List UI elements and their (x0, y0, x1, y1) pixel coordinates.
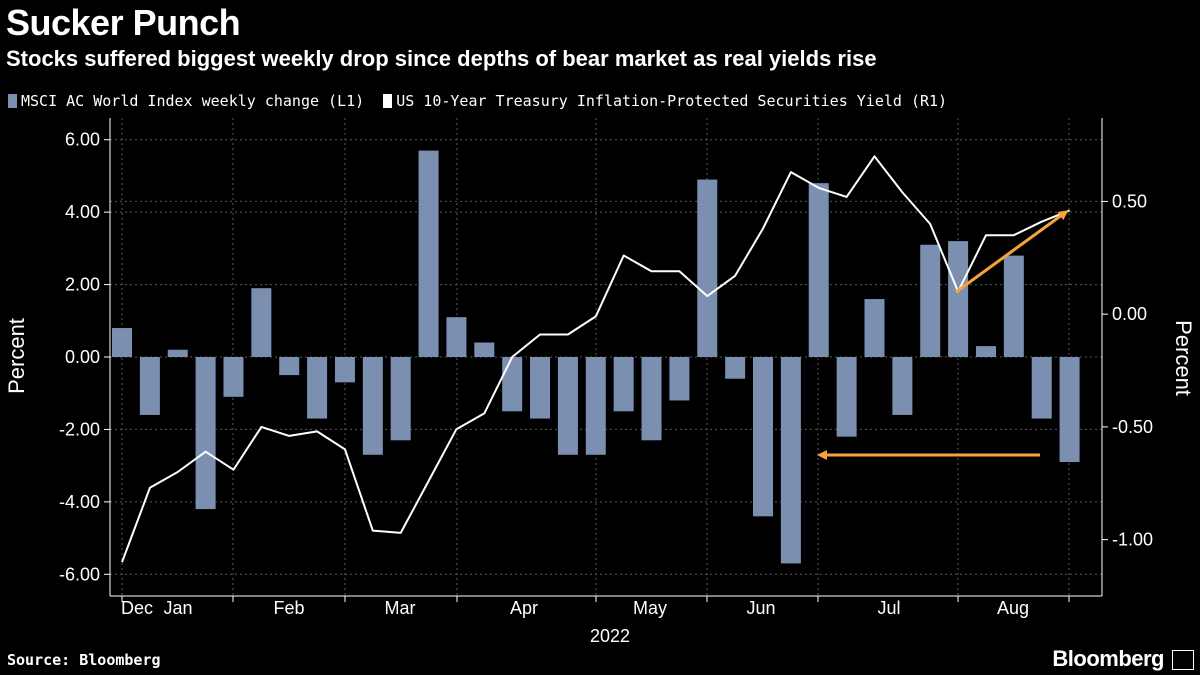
right-tick-label-1: 0.00 (1112, 304, 1147, 324)
bar-27 (864, 299, 885, 357)
right-tick-label-3: -1.00 (1112, 530, 1153, 550)
x-tick-label-4: Apr (510, 598, 538, 618)
left-axis-title: Percent (4, 318, 29, 394)
bar-30 (948, 241, 969, 357)
left-tick-label-3: 0.00 (65, 347, 100, 367)
legend-label-msci: MSCI AC World Index weekly change (L1) (21, 92, 365, 110)
bar-18 (613, 357, 634, 412)
bar-25 (808, 183, 829, 357)
legend-item-tips: US 10-Year Treasury Inflation-Protected … (383, 92, 947, 110)
annotations-group (817, 210, 1069, 460)
right-tick-label-2: -0.50 (1112, 417, 1153, 437)
left-tick-label-5: -4.00 (59, 492, 100, 512)
bar-19 (641, 357, 662, 441)
bar-2 (167, 349, 188, 357)
bar-26 (836, 357, 857, 437)
legend-swatch-msci (8, 94, 17, 108)
x-year-label: 2022 (590, 626, 630, 646)
bar-33 (1031, 357, 1052, 419)
bar-10 (390, 357, 411, 441)
bar-14 (502, 357, 523, 412)
bar-6 (279, 357, 300, 376)
bar-23 (753, 357, 774, 517)
bar-9 (362, 357, 383, 455)
bar-11 (418, 150, 439, 357)
left-tick-label-6: -6.00 (59, 564, 100, 584)
bar-32 (1003, 255, 1024, 357)
bar-4 (223, 357, 244, 397)
bar-8 (334, 357, 355, 383)
bar-22 (725, 357, 746, 379)
x-tick-label-7: Jul (877, 598, 900, 618)
bar-3 (195, 357, 216, 510)
axes-group: 6.00 4.00 2.00 0.00 -2.00 -4.00 -6.00 0.50 0.00 -… (59, 118, 1153, 618)
x-tick-label-2: Feb (273, 598, 304, 618)
bar-7 (307, 357, 328, 419)
bar-17 (585, 357, 606, 455)
x-tick-label-8: Aug (997, 598, 1029, 618)
bar-29 (920, 244, 941, 357)
bar-1 (139, 357, 160, 415)
legend-item-msci: MSCI AC World Index weekly change (L1) (8, 92, 373, 110)
x-tick-label-5: May (633, 598, 667, 618)
bar-34 (1059, 357, 1080, 463)
right-tick-label-0: 0.50 (1112, 191, 1147, 211)
source-note: Source: Bloomberg (7, 651, 161, 669)
legend-swatch-tips (383, 94, 393, 108)
bar-16 (557, 357, 578, 455)
line-group (121, 155, 1070, 563)
brand-wordmark: Bloomberg (1052, 646, 1164, 671)
left-tick-label-4: -2.00 (59, 419, 100, 439)
bar-0 (112, 328, 132, 357)
x-tick-label-0: Dec (121, 598, 153, 618)
legend: MSCI AC World Index weekly change (L1) U… (8, 92, 957, 110)
left-tick-label-2: 2.00 (65, 275, 100, 295)
tips-yield-line (121, 155, 1070, 563)
bar-12 (446, 317, 467, 357)
bar-15 (530, 357, 551, 419)
right-axis-title: Percent (1171, 320, 1196, 396)
bar-21 (697, 179, 718, 357)
x-tick-label-1: Jan (163, 598, 192, 618)
bars-group (112, 150, 1080, 564)
chart-subtitle: Stocks suffered biggest weekly drop sinc… (6, 46, 877, 71)
bar-5 (251, 288, 272, 357)
bar-24 (780, 357, 801, 564)
chart-title: Sucker Punch (6, 2, 241, 43)
bar-20 (669, 357, 690, 401)
annotation-arrow-up (955, 210, 1069, 294)
legend-label-tips: US 10-Year Treasury Inflation-Protected … (396, 92, 948, 110)
bloomberg-logo-icon (1172, 650, 1194, 670)
left-tick-label-1: 4.00 (65, 202, 100, 222)
bar-13 (474, 342, 495, 357)
bar-31 (975, 346, 996, 357)
x-tick-label-6: Jun (746, 598, 775, 618)
bar-28 (892, 357, 913, 415)
x-tick-label-3: Mar (385, 598, 416, 618)
left-tick-label-0: 6.00 (65, 130, 100, 150)
